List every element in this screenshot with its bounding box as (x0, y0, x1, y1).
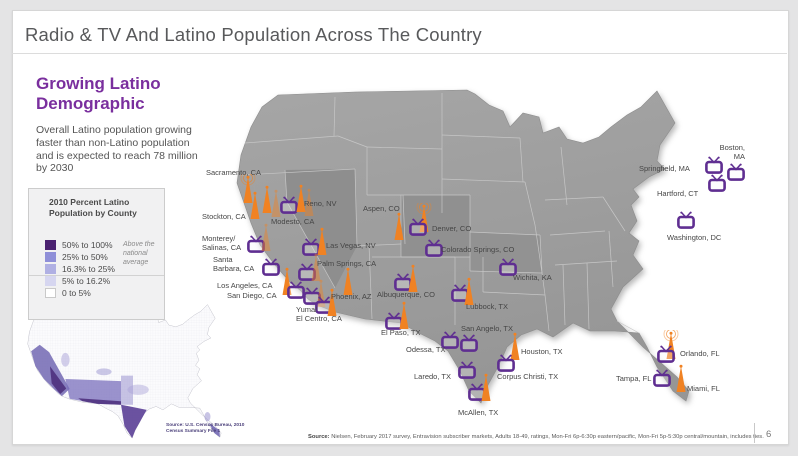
legend-swatch (45, 288, 56, 298)
legend-swatch (45, 240, 56, 250)
legend-divider (29, 275, 164, 276)
footer-source-label: Source: (308, 434, 330, 440)
state-borders (240, 93, 640, 334)
legend-label: 50% to 100% (62, 240, 113, 250)
legend-label: 16.3% to 25% (62, 264, 115, 274)
legend-note: Above the national average (123, 241, 155, 266)
legend-item: 25% to 50% (45, 251, 115, 263)
legend-title: 2010 Percent Latino Population by County (49, 197, 137, 219)
us-map (236, 89, 690, 404)
legend-label: 25% to 50% (62, 252, 108, 262)
page-number: 6 (766, 429, 772, 440)
legend-item: 5% to 16.2% (45, 275, 115, 287)
sidebar-heading: Growing Latino Demographic (36, 74, 161, 114)
legend-item: 0 to 5% (45, 287, 115, 299)
legend-label: 0 to 5% (62, 288, 91, 298)
choropleth-high-density (31, 311, 220, 439)
legend-items: 50% to 100% 25% to 50% 16.3% to 25% 5% to 1… (45, 239, 115, 299)
slide-title: Radio & TV And Latino Population Across … (25, 24, 482, 45)
legend-box: 2010 Percent Latino Population by County… (28, 188, 165, 320)
minimap-source: Source: U.S. Census Bureau, 2010 Census … (166, 423, 245, 434)
legend-item: 16.3% to 25% (45, 263, 115, 275)
sidebar-intro-text: Overall Latino population growing faster… (36, 124, 198, 175)
legend-item: 50% to 100% (45, 239, 115, 251)
page-number-divider (754, 423, 755, 443)
legend-label: 5% to 16.2% (62, 276, 111, 286)
legend-swatch (45, 264, 56, 274)
legend-swatch (45, 252, 56, 262)
footer-source-text: Nielsen, February 2017 survey, Entravisi… (329, 434, 764, 440)
footer-source: Source: Nielsen, February 2017 survey, E… (308, 434, 764, 440)
county-choropleth-map (27, 303, 222, 439)
slide-header (12, 10, 787, 54)
legend-swatch (45, 276, 56, 286)
